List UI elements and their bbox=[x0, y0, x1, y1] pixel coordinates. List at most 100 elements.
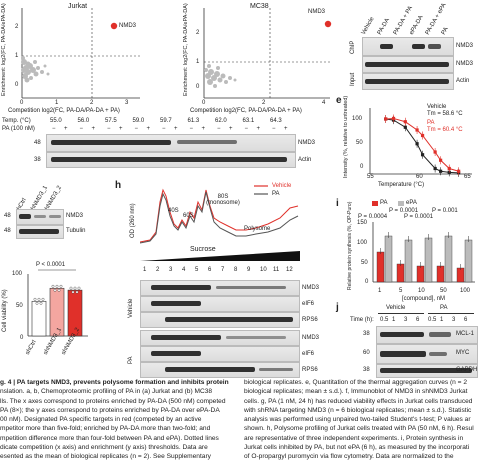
panel-d-pa-plus: + bbox=[284, 126, 288, 132]
panel-f-row-label: NMD3 bbox=[66, 213, 84, 219]
panel-b-scatter bbox=[203, 8, 332, 99]
panel-i-pvalue: P = 0.0001 bbox=[404, 214, 434, 220]
panel-j-time: 0.5 bbox=[380, 317, 389, 323]
panel-h-fraction: 8 bbox=[234, 267, 238, 273]
panel-c-row-label: NMD3 bbox=[456, 43, 474, 49]
panel-e-point bbox=[439, 169, 443, 173]
panel-e-legend-pa-tm: Tm = 60.4 °C bbox=[427, 127, 463, 133]
panel-h-row-label: RPS6 bbox=[302, 317, 318, 323]
panel-a-points bbox=[21, 56, 50, 83]
panel-d-pa-minus: − bbox=[189, 126, 194, 132]
panel-h-row-label: RPS6 bbox=[302, 367, 318, 373]
panel-c-side-label: ChIP bbox=[350, 40, 356, 54]
panel-e-point bbox=[439, 158, 443, 162]
panel-b-ylabel: Enrichment: log2(FC, PA-DA/ePA-DA) bbox=[183, 3, 189, 96]
panel-f-mw: 48 bbox=[4, 228, 11, 234]
panel-h-fraction: 10 bbox=[260, 267, 267, 273]
panel-i-chart bbox=[372, 222, 475, 283]
panel-h-legend-vehicle: Vehicle bbox=[272, 183, 292, 189]
panel-h-fraction: 7 bbox=[221, 267, 225, 273]
panel-h-fraction: 4 bbox=[182, 267, 186, 273]
caption-line: mpetitor more than five-fold; enriched b… bbox=[0, 425, 211, 433]
panel-b-ytick: 1 bbox=[196, 59, 200, 65]
panel-e-chart bbox=[369, 108, 472, 177]
panel-d-pa-label: PA (100 nM) bbox=[2, 126, 35, 132]
panel-h-pa-eif6 bbox=[140, 346, 300, 362]
caption-line: dicate competition (x axis) and enrichme… bbox=[0, 444, 208, 452]
panel-h-fraction: 1 bbox=[143, 267, 147, 273]
panel-f-blot-tubulin bbox=[16, 225, 64, 239]
panel-i-ytick: 100 bbox=[357, 240, 368, 246]
panel-i-bar bbox=[456, 267, 465, 283]
panel-j-time: 6 bbox=[464, 317, 468, 323]
panel-a-ytick: 2 bbox=[15, 24, 19, 30]
panel-j-time-label: Time (h): bbox=[350, 317, 374, 323]
panel-i-ytick: 150 bbox=[357, 220, 368, 226]
panel-h-row-label: NMD3 bbox=[302, 335, 320, 341]
panel-g-bar bbox=[31, 300, 47, 337]
panel-d-temp: 59.7 bbox=[160, 118, 172, 124]
panel-g-dot bbox=[75, 290, 79, 294]
panel-g-ytick: 0 bbox=[20, 335, 24, 341]
panel-g-dot bbox=[39, 301, 43, 305]
panel-d-pa-minus: − bbox=[79, 126, 84, 132]
panel-h-row-label: eIF6 bbox=[302, 301, 315, 307]
panel-c-row-label: Actin bbox=[456, 78, 470, 84]
panel-i-pvalue: P = 0.0004 bbox=[358, 214, 388, 220]
panel-g-ylabel: Cell viability (%) bbox=[2, 289, 8, 332]
caption-line: with shRNA targeting NMD3 (n = 6 biologi… bbox=[244, 406, 472, 414]
panel-i-ytick: 50 bbox=[361, 260, 368, 266]
panel-h-veh-nmd3 bbox=[140, 280, 300, 296]
caption-line: Jurkat cells inhibited by PA, but not eP… bbox=[244, 444, 470, 452]
panel-h-fraction: 3 bbox=[169, 267, 173, 273]
panel-g-dot bbox=[57, 288, 61, 292]
panel-d-pa-minus: − bbox=[217, 126, 221, 132]
panel-i-bar bbox=[436, 265, 445, 283]
panel-h-sucrose-label: Sucrose bbox=[190, 246, 216, 253]
panel-c-lane: PA-DA bbox=[376, 17, 391, 36]
panel-j-mw: 38 bbox=[363, 367, 370, 373]
panel-j-group-line bbox=[378, 313, 424, 314]
panel-d-pa-minus: − bbox=[52, 126, 56, 132]
panel-i-bar bbox=[376, 251, 385, 283]
panel-e-xlabel: Temperature (°C) bbox=[378, 182, 425, 188]
panel-d-temp: 59.0 bbox=[132, 118, 145, 124]
panel-c-side-label: Input bbox=[350, 72, 356, 86]
panel-h-sucrose-gradient bbox=[140, 251, 300, 261]
panel-e-point bbox=[433, 166, 437, 171]
panel-d-pa-plus: + bbox=[256, 126, 261, 132]
panel-i-bar bbox=[396, 263, 405, 283]
panel-j-group-line bbox=[428, 313, 474, 314]
panel-f-blot-nmd3 bbox=[16, 209, 64, 225]
panel-e-point bbox=[415, 128, 419, 132]
panel-a-xtick: 2 bbox=[90, 100, 94, 106]
panel-a-scatter bbox=[21, 8, 140, 99]
panel-b-ytick: 0 bbox=[196, 84, 200, 90]
panel-d-pa-minus: − bbox=[134, 126, 139, 132]
panel-g-dot bbox=[35, 301, 39, 305]
panel-d-temp-label: Temp. (°C) bbox=[2, 118, 31, 124]
caption-line: biological replicates. e, Quantitation o… bbox=[244, 379, 468, 386]
panel-d-temp: 55.0 bbox=[50, 118, 62, 124]
panel-c-input-actin bbox=[362, 73, 454, 90]
panel-i-bar bbox=[424, 237, 433, 283]
caption-line: 00 nM). Designated PA specific targets i… bbox=[0, 416, 202, 424]
caption-line: shown. h, Polysome profiling of Jurkat c… bbox=[244, 425, 474, 433]
panel-a-highlight-label: NMD3 bbox=[119, 23, 137, 29]
panel-i-ylabel: Relative protein synthesis (%, OP-Puro) bbox=[347, 201, 353, 290]
panel-h-legend-lines bbox=[254, 185, 268, 195]
panel-g-dot bbox=[77, 286, 81, 290]
panel-a-xlabel: Competition log2(FC, PA-DA/PA-DA + PA) bbox=[8, 108, 120, 114]
panel-b-ytick: 2 bbox=[196, 30, 200, 36]
panel-h-veh-rps6 bbox=[140, 312, 300, 328]
panel-i-bar bbox=[384, 235, 393, 283]
panel-h-group-label: PA bbox=[128, 356, 134, 364]
panel-j-blot-myc bbox=[376, 344, 478, 364]
panel-e-legend-pa: PA bbox=[427, 120, 435, 126]
panel-f-row-label: Tubulin bbox=[66, 228, 86, 234]
panel-g-dot bbox=[51, 284, 55, 288]
panel-j-group: PA bbox=[440, 305, 448, 311]
panel-h-peak: 80S (monosome) bbox=[206, 194, 240, 206]
panel-e-point bbox=[457, 169, 461, 173]
panel-h-pa-rps6 bbox=[140, 362, 300, 378]
